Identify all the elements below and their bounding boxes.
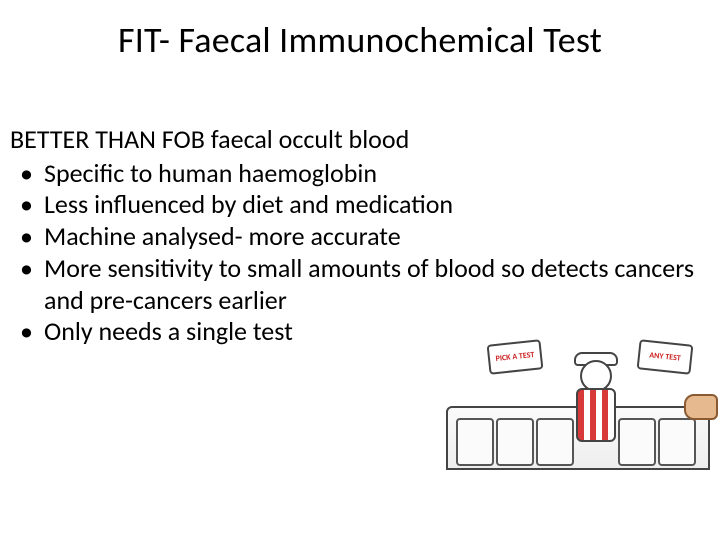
torso-icon — [576, 388, 616, 442]
sign-right: ANY TEST — [637, 339, 694, 374]
slide-title: FIT- Faecal Immunochemical Test — [0, 18, 720, 62]
bullet-list: Specific to human haemoglobin Less influ… — [10, 158, 710, 348]
slide-body: BETTER THAN FOB faecal occult blood Spec… — [10, 124, 710, 348]
illustration: PICK A TEST ANY TEST — [446, 336, 714, 486]
bullet-item: More sensitivity to small amounts of blo… — [10, 253, 710, 316]
sign-left: PICK A TEST — [487, 339, 544, 374]
test-card-icon — [496, 418, 534, 466]
bullet-item: Specific to human haemoglobin — [10, 158, 710, 190]
slide: FIT- Faecal Immunochemical Test BETTER T… — [0, 0, 720, 540]
test-card-icon — [658, 418, 696, 466]
bullet-item: Machine analysed- more accurate — [10, 221, 710, 253]
test-card-icon — [456, 418, 494, 466]
hand-icon — [684, 394, 718, 420]
vendor-figure-icon — [566, 350, 622, 446]
test-card-icon — [618, 418, 656, 466]
lead-text: BETTER THAN FOB faecal occult blood — [10, 124, 710, 156]
bullet-item: Less influenced by diet and medication — [10, 189, 710, 221]
